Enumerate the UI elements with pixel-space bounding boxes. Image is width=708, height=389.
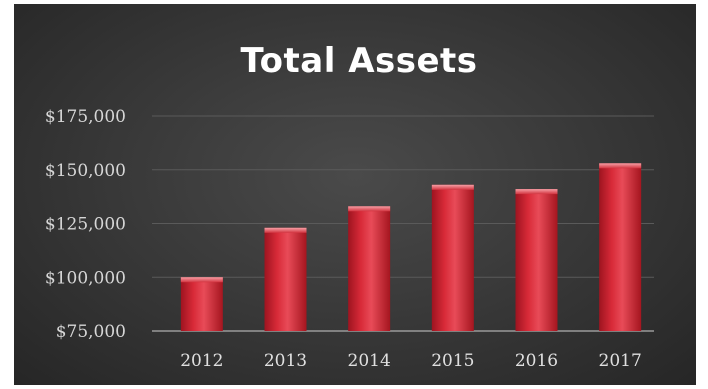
y-tick-label: $125,000 [45,215,126,235]
bar-body [348,206,391,331]
x-tick-label: 2017 [599,351,642,371]
bar [431,184,474,331]
bar-cap [348,206,391,212]
bar-cap [180,277,223,283]
bar-body [180,277,223,331]
bar [348,206,391,331]
bar-cap [515,189,558,195]
y-tick-label: $175,000 [45,107,126,127]
chart-title: Total Assets [240,41,477,81]
bar-body [431,184,474,331]
bar [599,163,642,331]
gridlines [152,115,654,332]
x-tick-label: 2014 [348,351,391,371]
y-tick-label: $150,000 [45,161,126,181]
bar-body [599,163,642,331]
chart-panel: Total Assets $75,000 $100,000 $125,000 $150… [14,4,696,385]
bar [264,227,307,331]
bar-body [515,189,558,331]
bar [180,277,223,331]
bar-body [264,227,307,331]
x-tick-label: 2015 [431,351,474,371]
bar [515,189,558,331]
x-tick-label: 2012 [180,351,223,371]
y-tick-label: $75,000 [56,322,126,342]
y-axis-ticks: $75,000 $100,000 $125,000 $150,000 $175,000 [45,107,126,342]
chart-svg: Total Assets $75,000 $100,000 $125,000 $150… [45,41,654,371]
bar-cap [431,184,474,190]
x-tick-label: 2016 [515,351,558,371]
bar-cap [599,163,642,169]
bar-cap [264,227,307,233]
bars [180,163,642,331]
x-tick-label: 2013 [264,351,307,371]
x-axis-ticks: 2012 2013 2014 2015 2016 2017 [180,351,642,371]
y-tick-label: $100,000 [45,268,126,288]
